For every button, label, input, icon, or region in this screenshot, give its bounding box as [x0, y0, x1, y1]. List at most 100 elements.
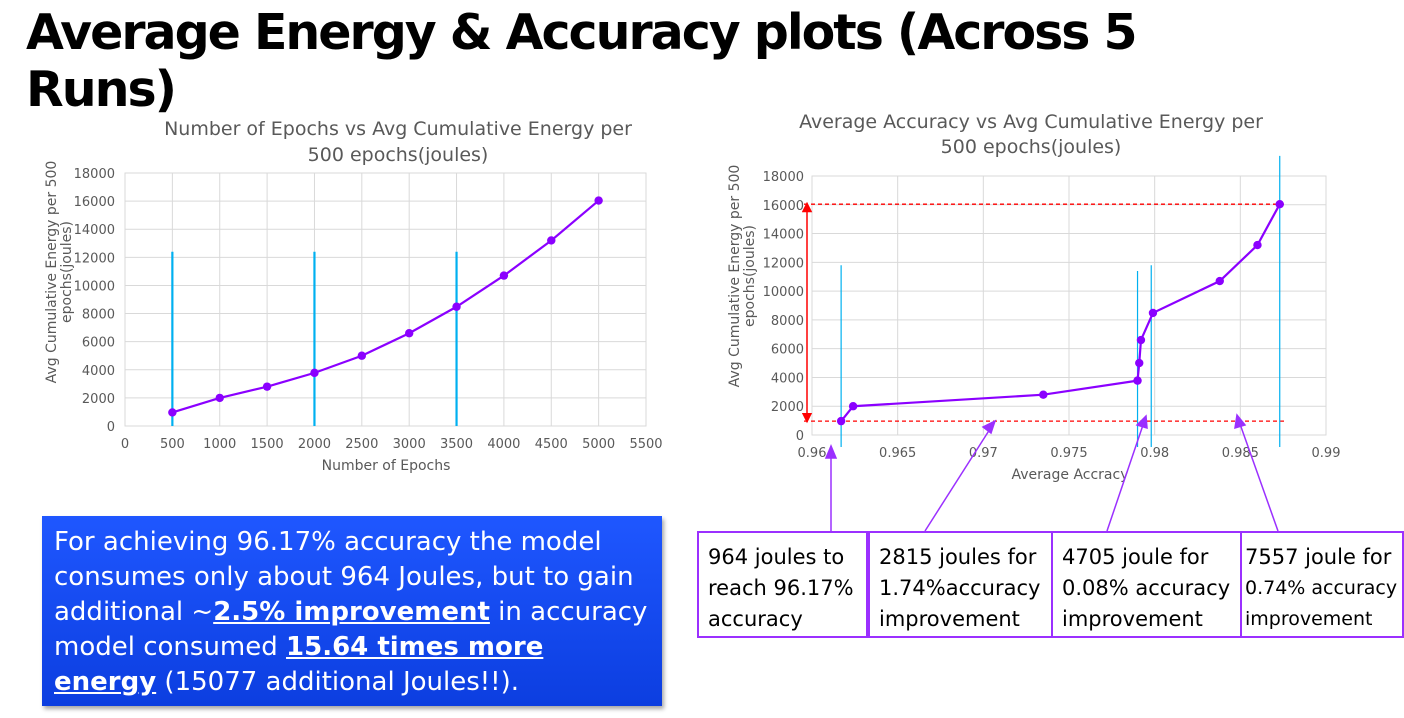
y-tick-label: 16000 [763, 199, 804, 214]
x-axis-label: Average Accracy [1012, 467, 1129, 483]
annotation-arrows [824, 413, 1279, 532]
annotation-arrowhead-4 [1234, 413, 1247, 430]
callout-text-2: in accuracy model consumed [54, 597, 648, 662]
annotation-arrow-4 [1239, 423, 1279, 532]
callout-text-1: For achieving 96.17% accuracy the model … [54, 527, 634, 627]
note-line: 7557 joule for [1245, 545, 1392, 569]
x-tick-label: 3500 [440, 437, 473, 452]
x-tick-label: 500 [160, 437, 185, 452]
y-tick-label: 10000 [763, 285, 804, 300]
x-tick-label: 4000 [487, 437, 520, 452]
y-tick-label: 4000 [771, 371, 804, 386]
x-tick-label: 0 [121, 437, 129, 452]
chart-title-line2: 500 epochs(joules) [941, 136, 1122, 158]
x-tick-label: 0.96 [798, 446, 827, 461]
x-tick-label: 0.98 [1140, 446, 1169, 461]
summary-callout: For achieving 96.17% accuracy the model … [42, 516, 662, 706]
callout-emphasis-improvement: 2.5% improvement [213, 597, 490, 627]
data-point [1215, 276, 1224, 286]
x-tick-label: 0.97 [969, 446, 998, 461]
data-series [836, 199, 1284, 426]
epochs-energy-chart: Number of Epochs vs Avg Cumulative Energ… [44, 118, 663, 474]
note-line: 1.74%accuracy [879, 576, 1041, 600]
y-tick-label: 4000 [82, 364, 115, 379]
series-line [840, 203, 1281, 422]
x-tick-label: 1500 [251, 437, 284, 452]
callout-emphasis-energy: 15.64 times more energy [54, 632, 544, 697]
note-box-964-joules: 964 joules to reach 96.17% accuracy [697, 531, 868, 638]
data-series [168, 196, 603, 417]
y-tick-label: 18000 [763, 170, 804, 185]
y-tick-label: 2000 [82, 392, 115, 407]
y-axis-label-line2: epochs(joules) [742, 225, 758, 327]
vertical-markers [171, 251, 458, 426]
data-point [168, 408, 177, 417]
data-point [357, 351, 367, 360]
y-axis-label-line1: Avg Cumulative Energy per 500 [44, 161, 60, 384]
data-point [1148, 308, 1158, 318]
chart-title-line1: Number of Epochs vs Avg Cumulative Energ… [164, 118, 632, 140]
y-tick-label: 0 [796, 429, 804, 444]
y-tick-label: 6000 [82, 336, 115, 351]
x-tick-label: 0.965 [879, 446, 916, 461]
annotation-arrowhead-1 [824, 444, 838, 459]
x-tick-label: 0.985 [1222, 446, 1259, 461]
y-tick-label: 2000 [771, 400, 804, 415]
data-point [1275, 199, 1284, 209]
y-tick-label: 10000 [74, 279, 115, 294]
x-tick-label: 5000 [582, 437, 615, 452]
slide-title: Average Energy & Accuracy plots (Across … [26, 4, 1138, 118]
annotation-arrow-3 [1106, 424, 1144, 532]
y-tick-label: 8000 [771, 314, 804, 329]
data-point [1253, 240, 1262, 250]
callout-text-3: (15077 additional Joules!!). [156, 667, 520, 697]
note-line: 0.74% accuracy [1245, 577, 1398, 599]
data-point [1135, 358, 1144, 368]
chart-title-line1: Average Accuracy vs Avg Cumulative Energ… [799, 111, 1263, 133]
x-tick-label: 2500 [345, 437, 378, 452]
data-point [452, 302, 461, 311]
x-tick-label: 3000 [393, 437, 426, 452]
y-tick-label: 16000 [74, 195, 115, 210]
data-point [1133, 376, 1142, 385]
accuracy-energy-chart: Average Accuracy vs Avg Cumulative Energ… [727, 111, 1341, 532]
annotation-arrowhead-2 [981, 419, 997, 435]
y-tick-labels: 0 2000 4000 6000 8000 10000 12000 14000 16000 180… [763, 170, 804, 444]
data-point [836, 416, 846, 426]
annotation-arrowhead-3 [1135, 414, 1148, 430]
note-box-2815-joules: 2815 joules for 1.74%accuracy improvemen… [868, 531, 1053, 638]
x-axis-label: Number of Epochs [322, 458, 451, 474]
y-tick-label: 12000 [74, 251, 115, 266]
annotation-arrow-2 [924, 428, 991, 532]
x-tick-labels: 0.96 0.965 0.97 0.975 0.98 0.985 0.99 [798, 446, 1341, 461]
y-tick-label: 8000 [82, 308, 115, 323]
x-tick-label: 4500 [535, 437, 568, 452]
y-tick-label: 12000 [763, 256, 804, 271]
chart-title-line2: 500 epochs(joules) [308, 144, 489, 166]
x-tick-labels: 0 500 1000 1500 2000 2500 3000 3500 4000 4500 5000… [121, 437, 663, 452]
y-tick-label: 14000 [763, 228, 804, 243]
gridlines [124, 172, 647, 427]
data-point [848, 402, 858, 411]
note-box-4705-joules: 4705 joule for 0.08% accuracy improvemen… [1051, 531, 1242, 638]
data-point [215, 393, 224, 403]
y-axis-label-line2: epochs(joules) [59, 221, 75, 323]
plot-frame [124, 172, 647, 427]
note-box-7557-joules: 7557 joule for 0.74% accuracy improvemen… [1240, 531, 1404, 638]
note-line: improvement [1245, 608, 1373, 630]
gridlines [811, 175, 1327, 436]
x-tick-label: 5500 [629, 437, 662, 452]
y-tick-labels: 0 2000 4000 6000 8000 10000 12000 14000 16000 180… [74, 167, 115, 435]
note-line: 2815 joules for [879, 545, 1037, 569]
y-axis-label-line1: Avg Cumulative Energy per 500 [727, 165, 743, 388]
y-tick-label: 0 [107, 420, 115, 435]
x-tick-label: 0.975 [1050, 446, 1087, 461]
note-line: reach 96.17% [708, 576, 854, 600]
data-point [310, 368, 319, 378]
note-line: improvement [879, 607, 1020, 631]
data-point [547, 236, 556, 245]
note-line: 964 joules to [708, 545, 845, 569]
y-tick-label: 6000 [771, 343, 804, 358]
series-line [172, 199, 600, 414]
data-point [499, 271, 509, 280]
